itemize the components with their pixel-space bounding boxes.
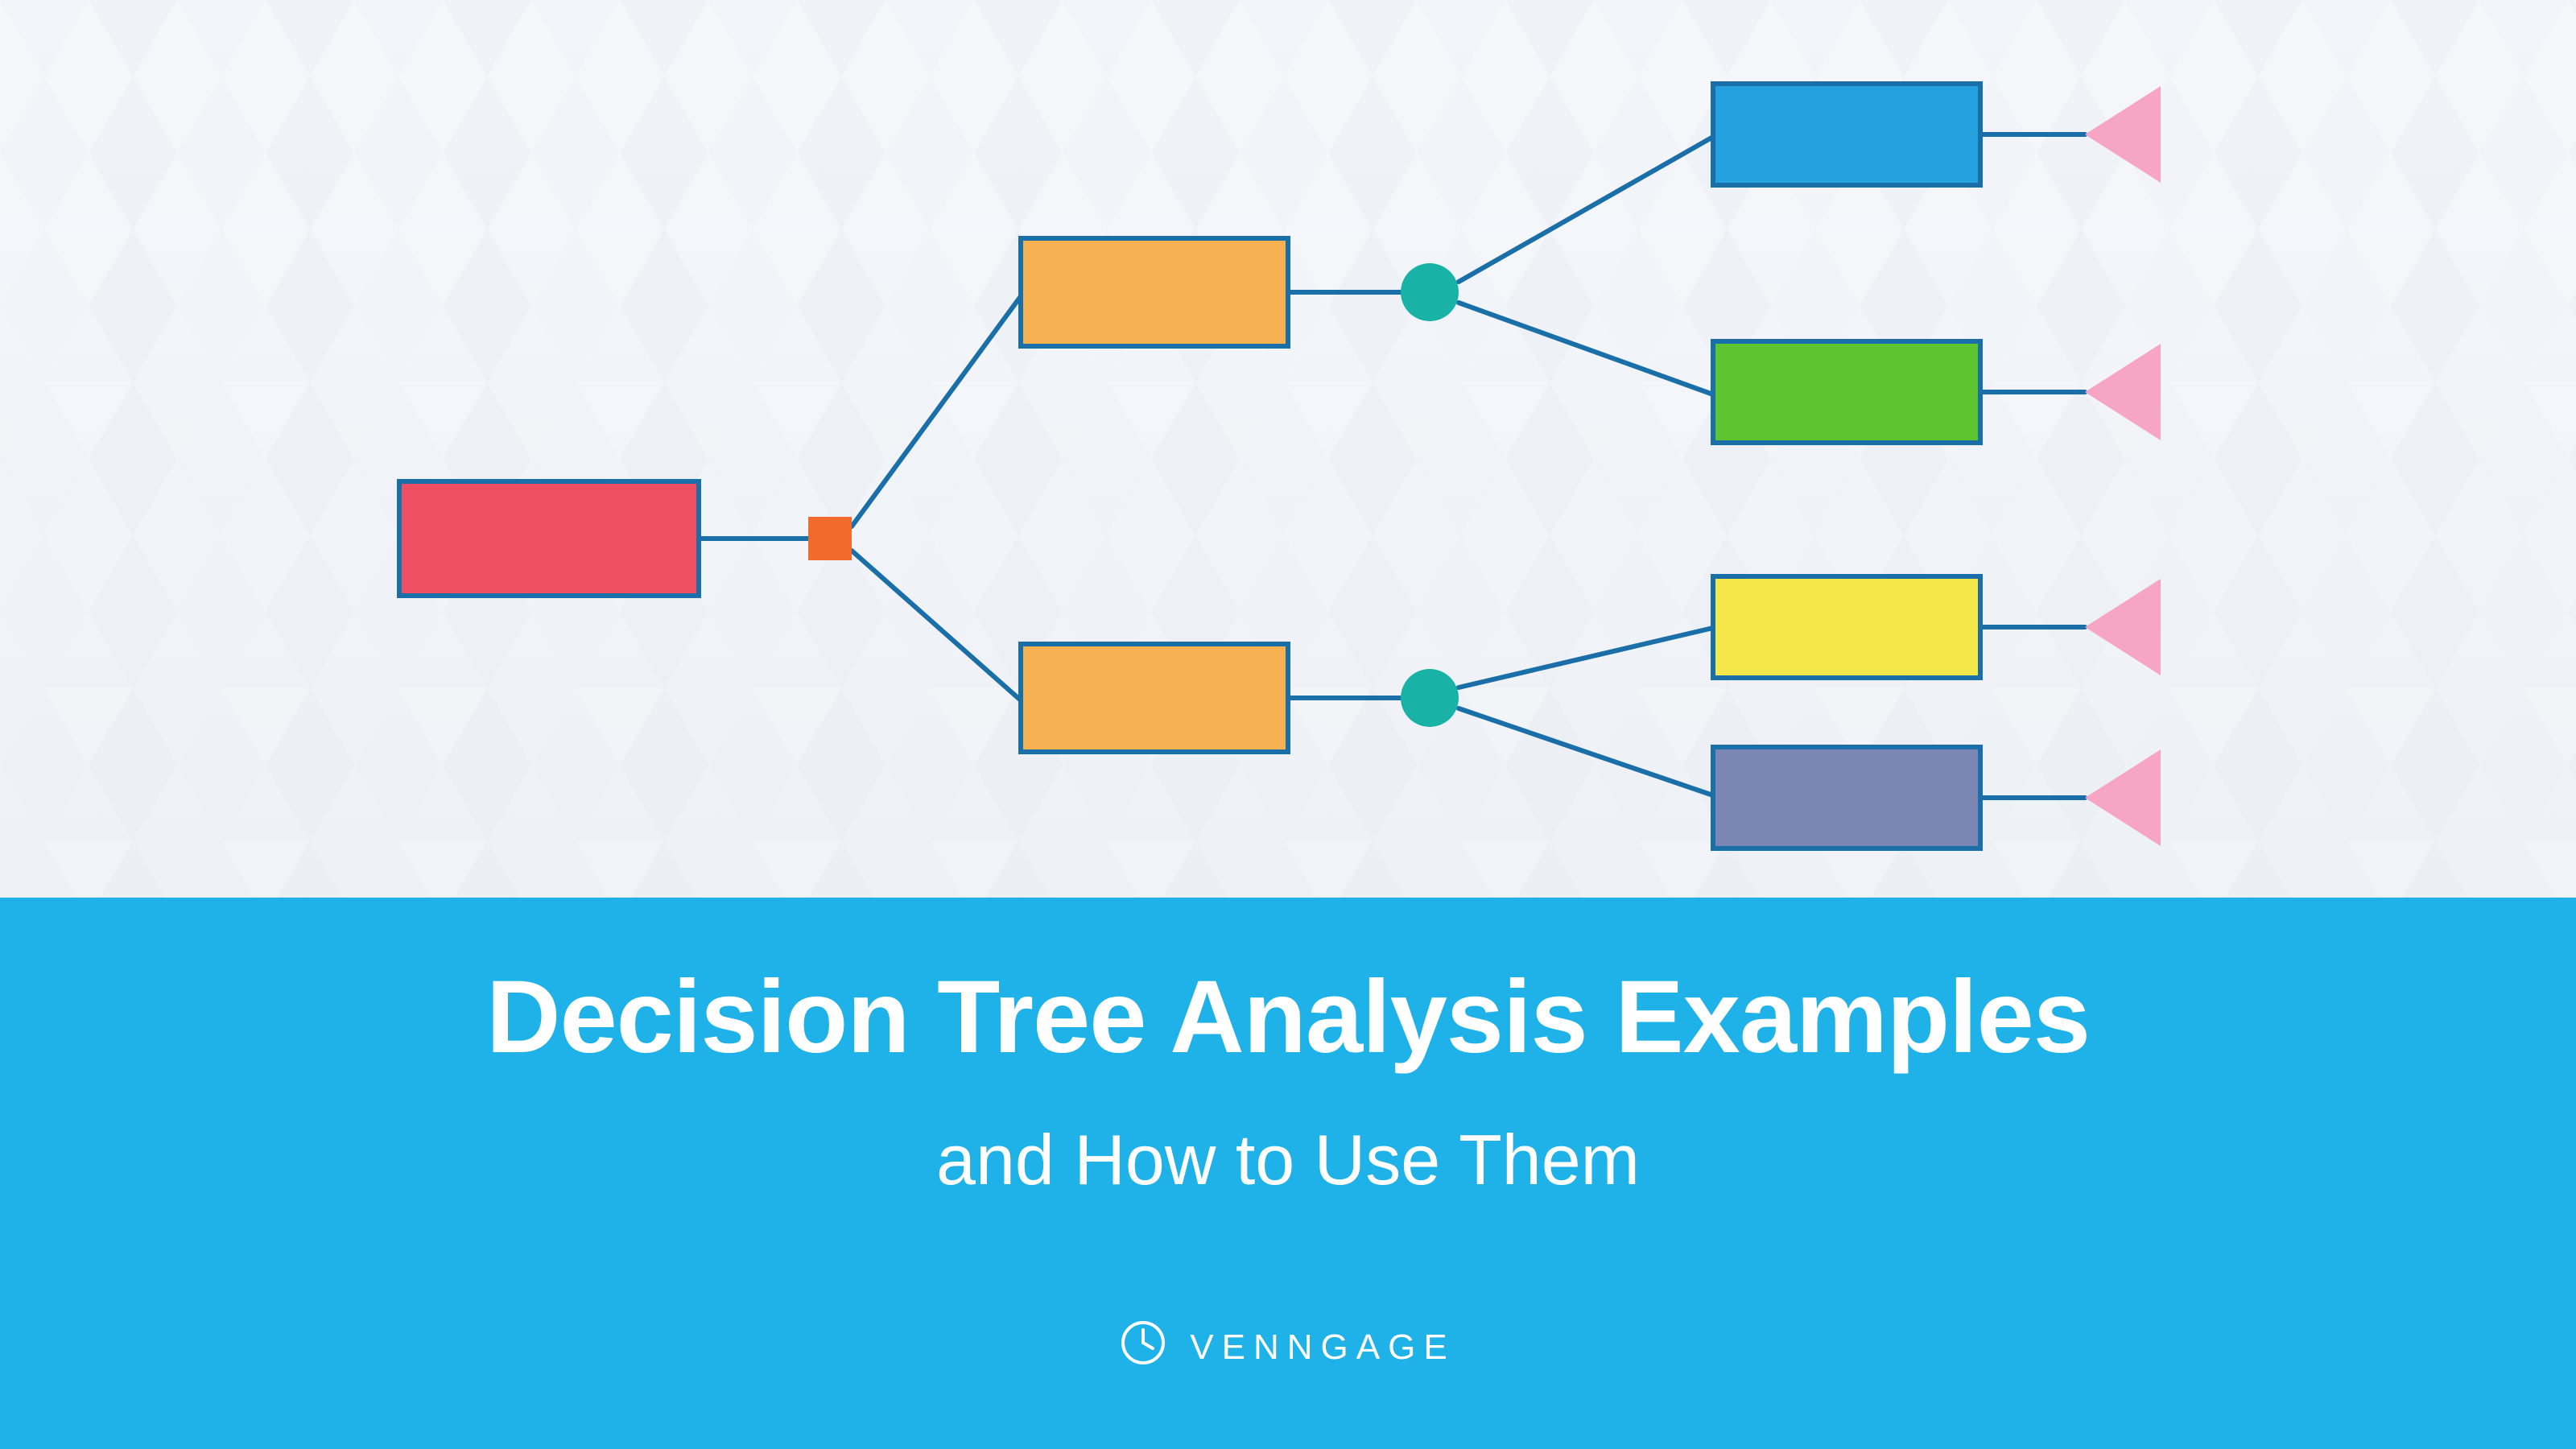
subtitle: and How to Use Them <box>0 1119 2576 1201</box>
clock-icon <box>1121 1320 1166 1374</box>
infographic-canvas: Decision Tree Analysis Examples and How … <box>0 0 2576 1449</box>
decision-tree-diagram <box>0 0 2576 898</box>
brand-row: VENNGAGE <box>0 1320 2576 1374</box>
brand-label: VENNGAGE <box>1190 1327 1455 1368</box>
tree-edges <box>699 134 2085 798</box>
tree-nodes <box>399 84 2161 848</box>
main-title: Decision Tree Analysis Examples <box>0 958 2576 1076</box>
